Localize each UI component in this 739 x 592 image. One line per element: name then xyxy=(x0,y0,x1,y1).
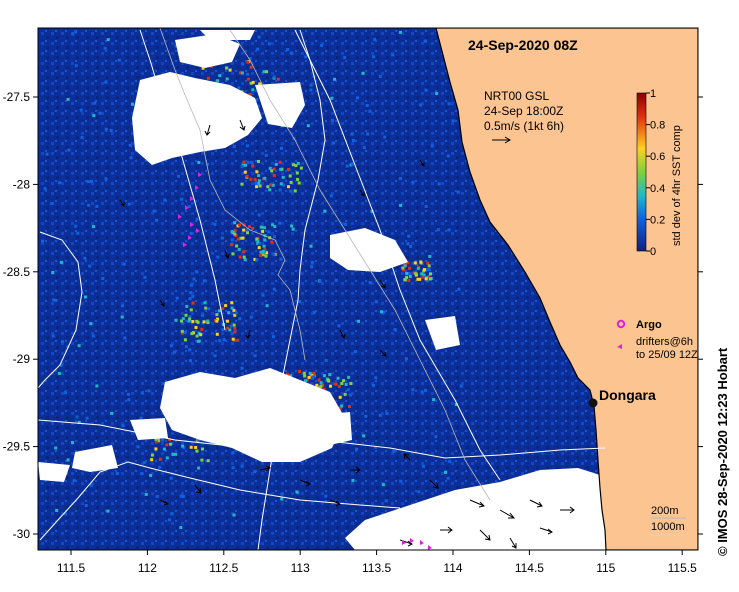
coastline-land xyxy=(435,28,698,550)
x-tick-label: 112.5 xyxy=(209,561,238,575)
plot-frame xyxy=(37,27,699,551)
colorbar-tick-label: 0.6 xyxy=(650,151,665,163)
map-title: 24-Sep-2020 08Z xyxy=(468,37,578,53)
isobath-200m xyxy=(159,28,491,501)
x-tick-label: 114 xyxy=(443,561,462,575)
x-tick-label: 115 xyxy=(596,561,615,575)
x-tick-label: 112 xyxy=(138,561,157,575)
colorbar-ticks: 1 0.8 0.6 0.4 0.2 0 xyxy=(646,88,665,258)
x-tick-label: 113.5 xyxy=(362,561,391,575)
isobath-legend: 200m 1000m xyxy=(650,505,686,536)
colorbar: 1 0.8 0.6 0.4 0.2 0 std dev of 4hr SST comp xyxy=(636,88,683,258)
credit-label: © IMOS 28-Sep-2020 12:23 Hobart xyxy=(715,347,730,556)
x-axis: 111.5 112 112.5 113 113.5 114 114.5 115 115.5 xyxy=(57,550,697,575)
colorbar-tick-label: 0.2 xyxy=(650,214,665,226)
colorbar-tick-label: 0.4 xyxy=(650,183,665,195)
argo-legend-title: Argo xyxy=(636,319,662,331)
current-scale-arrow-icon xyxy=(492,136,511,144)
isobath-contours xyxy=(38,29,606,550)
current-legend: NRT00 GSL 24-Sep 18:00Z 0.5m/s (1kt 6h) xyxy=(484,89,564,144)
y-tick-label: -29 xyxy=(13,352,31,366)
colorbar-label: std dev of 4hr SST comp xyxy=(671,125,683,246)
colorbar-tick-label: 1 xyxy=(650,88,656,100)
y-tick-label: -28.5 xyxy=(3,265,31,279)
colorbar-tick-label: 0.8 xyxy=(650,120,665,132)
cloud-mask xyxy=(38,30,615,550)
x-tick-label: 115.5 xyxy=(668,561,697,575)
y-tick-label: -29.5 xyxy=(3,440,31,454)
dongara-marker xyxy=(588,398,598,408)
current-legend-line2: 24-Sep 18:00Z xyxy=(484,104,563,118)
argo-legend: Argo drifters@6h to 25/09 12Z xyxy=(616,319,698,361)
drifter-symbol-icon xyxy=(617,344,622,349)
y-tick-label: -27.5 xyxy=(3,90,31,104)
argo-symbol-icon xyxy=(616,319,626,329)
drifter-legend-line2: to 25/09 12Z xyxy=(636,349,698,361)
isobath-legend-1000m: 1000m xyxy=(651,521,685,533)
plot-area: Dongara xyxy=(38,28,698,550)
y-tick-label: -28 xyxy=(13,177,31,191)
x-tick-label: 111.5 xyxy=(57,561,86,575)
drifter-tracks xyxy=(178,172,432,550)
isobath-legend-200m: 200m xyxy=(651,505,679,517)
current-legend-line3: 0.5m/s (1kt 6h) xyxy=(484,119,564,133)
town-label: Dongara xyxy=(599,387,656,403)
y-tick-label: -30 xyxy=(13,527,31,541)
colorbar-ramp xyxy=(636,92,647,252)
current-vectors xyxy=(119,119,575,549)
x-tick-label: 114.5 xyxy=(515,561,544,575)
x-tick-label: 113 xyxy=(291,561,310,575)
drifter-legend-line1: drifters@6h xyxy=(636,336,693,348)
current-legend-line1: NRT00 GSL xyxy=(484,89,549,103)
y-axis: -27.5 -28 -28.5 -29 -29.5 -30 xyxy=(3,90,703,541)
colorbar-tick-label: 0 xyxy=(650,246,656,258)
